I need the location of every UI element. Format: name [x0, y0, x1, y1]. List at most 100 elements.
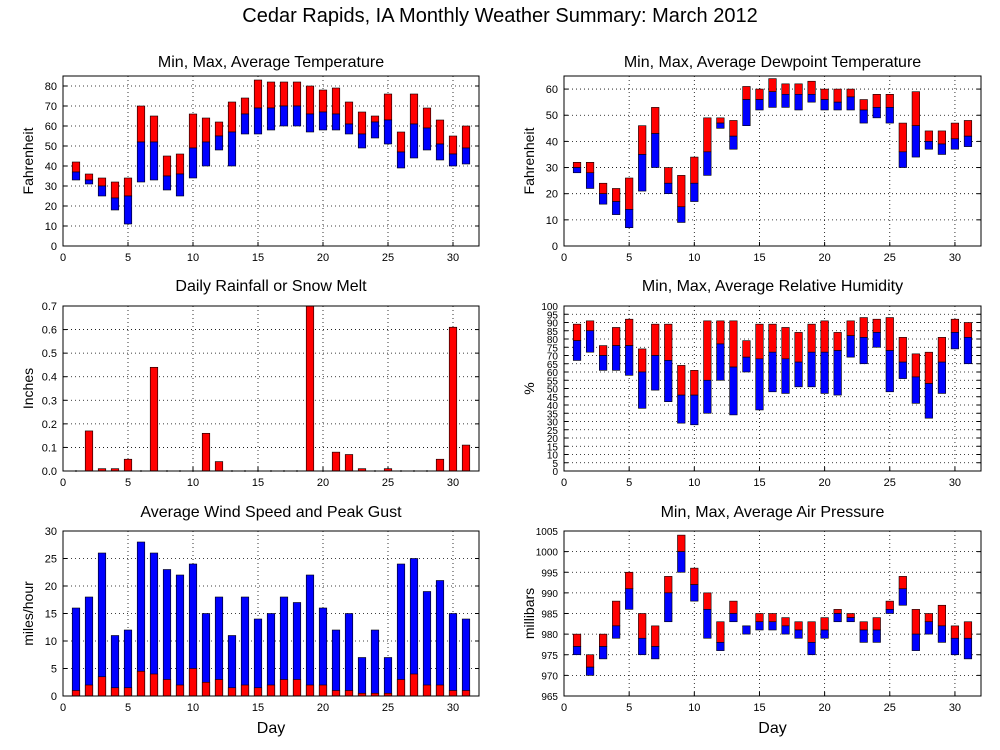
- pressure-bar-max-day-23: [859, 621, 868, 631]
- dewpoint-xtick-label: 5: [626, 252, 632, 264]
- wind-bar-gust-day-24: [370, 629, 380, 697]
- pressure-ytick-label: 1000: [536, 548, 559, 559]
- humidity-bar-max-day-19: [807, 323, 816, 353]
- dewpoint-xtick-label: 20: [819, 252, 831, 264]
- pressure-bar-max-day-8: [664, 576, 673, 594]
- wind-bar-speed-day-10: [188, 668, 198, 697]
- humidity-bar-min-day-20: [820, 351, 829, 394]
- humidity-bar-max-day-8: [664, 323, 673, 361]
- humidity-xtick-label: 10: [688, 477, 700, 489]
- temperature-bar-max-day-14: [240, 97, 250, 115]
- pressure-ytick-label: 975: [541, 651, 558, 662]
- temperature-title: Min, Max, Average Temperature: [158, 54, 384, 71]
- dewpoint-bar-min-day-19: [807, 94, 816, 103]
- temperature-bar-min-day-1: [71, 171, 81, 181]
- dewpoint-bar-max-day-15: [755, 88, 764, 100]
- pressure-ytick-label: 980: [541, 630, 558, 641]
- temperature-bar-min-day-5: [123, 195, 133, 225]
- pressure-bar-min-day-21: [833, 613, 842, 623]
- pressure-bar-max-day-26: [898, 576, 907, 590]
- pressure-bar-max-day-18: [794, 621, 803, 631]
- pressure-bar-min-day-5: [625, 588, 634, 610]
- rainfall-bar-day-12: [214, 461, 224, 472]
- humidity-bar-min-day-14: [742, 356, 751, 373]
- humidity-bar-min-day-22: [846, 335, 855, 358]
- dewpoint-bar-max-day-21: [833, 88, 842, 103]
- pressure-bar-min-day-3: [599, 646, 608, 660]
- pressure-bar-max-day-19: [807, 621, 816, 643]
- dewpoint-bar-min-day-18: [794, 94, 803, 111]
- pressure-bar-max-day-12: [716, 621, 725, 643]
- dewpoint-bar-max-day-27: [911, 91, 920, 126]
- temperature-bar-min-day-16: [266, 107, 276, 131]
- pressure-ytick-label: 965: [541, 692, 558, 703]
- pressure-xtick-label: 30: [949, 702, 961, 714]
- humidity-bar-max-day-17: [781, 327, 790, 360]
- wind-bar-speed-day-8: [162, 679, 172, 697]
- humidity-bar-min-day-6: [638, 371, 647, 409]
- rainfall-ytick-label: 0.1: [42, 442, 57, 454]
- pressure-xtick-label: 0: [561, 702, 567, 714]
- pressure-bar-max-day-9: [677, 534, 686, 552]
- rainfall-xtick-label: 0: [60, 477, 66, 489]
- wind-chart: Average Wind Speed and Peak Gust 0 5 10 15 20…: [20, 504, 480, 737]
- pressure-bar-max-day-4: [612, 600, 621, 627]
- temperature-bar-max-day-27: [409, 93, 419, 125]
- wind-bar-speed-day-16: [266, 684, 276, 697]
- temperature-bar-min-day-30: [448, 153, 458, 167]
- dewpoint-ytick-label: 40: [546, 136, 558, 148]
- pressure-bar-min-day-12: [716, 642, 725, 651]
- rainfall-ytick-label: 0.4: [42, 372, 57, 384]
- dewpoint-ytick-label: 30: [546, 163, 558, 175]
- humidity-bar-max-day-4: [612, 327, 621, 346]
- wind-bar-speed-day-6: [136, 670, 146, 697]
- wind-ytick-label: 25: [45, 554, 57, 566]
- humidity-bar-min-day-18: [794, 361, 803, 388]
- dewpoint-ylabel: Fahrenheit: [521, 127, 537, 194]
- humidity-bar-max-day-25: [885, 317, 894, 351]
- dewpoint-bar-min-day-14: [742, 99, 751, 126]
- humidity-bar-max-day-10: [690, 370, 699, 396]
- pressure-bar-min-day-6: [638, 637, 647, 656]
- pressure-bar-max-day-20: [820, 617, 829, 631]
- wind-bar-gust-day-16: [266, 613, 276, 697]
- wind-bar-speed-day-31: [461, 690, 471, 697]
- humidity-bar-max-day-27: [911, 353, 920, 378]
- temperature-bar-min-day-14: [240, 113, 250, 135]
- pressure-bar-max-day-28: [924, 613, 933, 623]
- temperature-bar-min-day-21: [331, 113, 341, 131]
- wind-bar-speed-day-2: [84, 684, 94, 697]
- dewpoint-bar-max-day-26: [898, 122, 907, 153]
- pressure-bar-max-day-11: [703, 592, 712, 610]
- temperature-bar-max-day-10: [188, 113, 198, 149]
- humidity-ytick-label: 65: [547, 360, 559, 371]
- pressure-bar-max-day-6: [638, 613, 647, 639]
- humidity-bar-max-day-2: [585, 320, 595, 332]
- dewpoint-bar-max-day-5: [625, 177, 634, 210]
- temperature-plot-frame: [62, 75, 480, 247]
- pressure-bar-max-day-3: [599, 633, 608, 647]
- humidity-bar-max-day-7: [651, 323, 660, 356]
- rainfall-bar-day-30: [448, 326, 458, 472]
- temperature-bar-min-day-13: [227, 131, 237, 167]
- pressure-bar-min-day-1: [572, 646, 582, 656]
- pressure-bar-max-day-31: [963, 621, 973, 639]
- humidity-bar-min-day-21: [833, 350, 842, 396]
- pressure-bar-max-day-15: [755, 613, 764, 623]
- rainfall-bar-day-5: [123, 458, 133, 472]
- dewpoint-bar-min-day-16: [768, 91, 777, 108]
- dewpoint-bar-max-day-20: [820, 88, 829, 100]
- pressure-ylabel: millibars: [521, 588, 537, 639]
- humidity-ytick-label: 75: [547, 343, 559, 354]
- rainfall-ytick-label: 0.2: [42, 419, 57, 431]
- humidity-ytick-label: 55: [547, 376, 559, 387]
- wind-xtick-label: 0: [60, 702, 66, 714]
- dewpoint-bar-min-day-10: [690, 182, 699, 202]
- temperature-bar-min-day-2: [84, 179, 94, 185]
- pressure-bar-min-day-10: [690, 584, 699, 602]
- temperature-bar-max-day-4: [110, 181, 120, 199]
- humidity-plot-frame: [563, 305, 982, 472]
- rainfall-xtick-label: 10: [187, 477, 199, 489]
- temperature-bar-min-day-7: [149, 141, 159, 181]
- dewpoint-bar-min-day-28: [924, 141, 933, 150]
